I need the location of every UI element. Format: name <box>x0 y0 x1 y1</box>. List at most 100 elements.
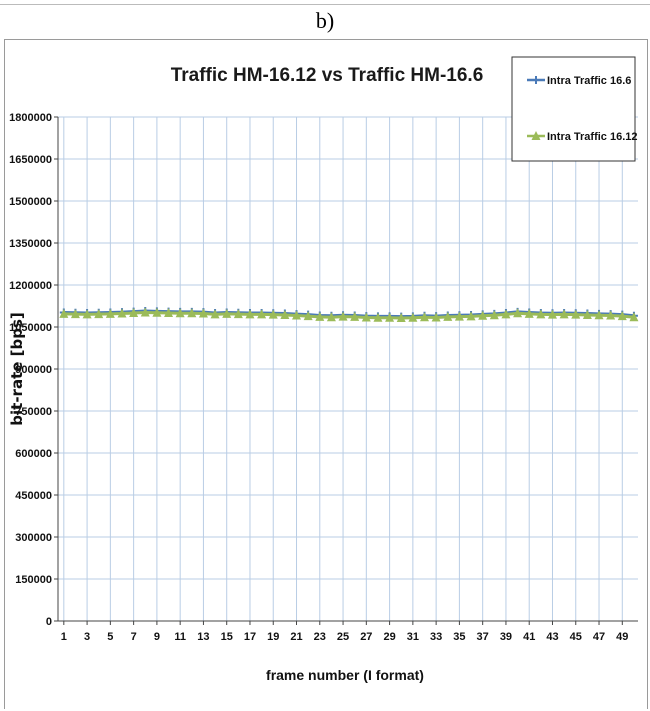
x-tick-label: 7 <box>131 631 137 643</box>
x-tick-label: 41 <box>523 631 535 643</box>
data-point <box>117 308 127 318</box>
data-point <box>547 309 557 319</box>
x-tick-label: 35 <box>453 631 465 643</box>
x-tick-label: 15 <box>221 631 233 643</box>
x-axis-label: frame number (I format) <box>266 667 424 683</box>
y-axis-ticks: 0 150000 300000 450000 600000 750000 900000 105… <box>9 112 58 628</box>
x-tick-label: 45 <box>570 631 582 643</box>
data-point <box>408 312 418 322</box>
data-point <box>94 309 104 319</box>
y-tick-label: 1500000 <box>9 196 52 208</box>
data-point <box>419 312 429 322</box>
data-point <box>198 308 208 318</box>
y-axis-label: bit-rate [bps] <box>8 312 26 425</box>
figure-frame <box>4 39 648 709</box>
data-point <box>524 308 534 318</box>
x-tick-label: 47 <box>593 631 605 643</box>
y-tick-label: 600000 <box>15 448 52 460</box>
data-point <box>478 310 488 320</box>
data-point <box>373 312 383 322</box>
data-point <box>175 308 185 318</box>
data-point <box>82 309 92 319</box>
data-point <box>606 310 616 320</box>
x-tick-label: 21 <box>290 631 302 643</box>
x-tick-label: 43 <box>546 631 558 643</box>
x-tick-label: 23 <box>314 631 326 643</box>
data-point <box>257 309 267 319</box>
x-tick-label: 3 <box>84 631 90 643</box>
y-tick-label: 1050000 <box>9 322 52 334</box>
x-tick-label: 25 <box>337 631 349 643</box>
data-point <box>629 312 639 322</box>
legend-entry: Intra Traffic 16.6 <box>547 75 631 87</box>
x-tick-label: 31 <box>407 631 419 643</box>
y-tick-label: 150000 <box>15 574 52 586</box>
y-tick-label: 300000 <box>15 532 52 544</box>
y-tick-label: 1350000 <box>9 238 52 250</box>
y-tick-label: 450000 <box>15 490 52 502</box>
data-point <box>466 311 476 321</box>
chart-title: Traffic HM-16.12 vs Traffic HM-16.6 <box>171 65 484 86</box>
data-point <box>152 307 162 317</box>
x-tick-label: 17 <box>244 631 256 643</box>
data-point <box>617 311 627 321</box>
grid <box>58 116 638 622</box>
data-point <box>280 309 290 319</box>
data-point <box>338 311 348 321</box>
data-point <box>396 313 406 323</box>
x-tick-label: 29 <box>383 631 395 643</box>
x-tick-label: 37 <box>477 631 489 643</box>
data-point <box>594 310 604 320</box>
legend-entry: Intra Traffic 16.12 <box>547 131 638 143</box>
x-tick-label: 39 <box>500 631 512 643</box>
y-tick-label: 750000 <box>15 406 52 418</box>
y-tick-label: 900000 <box>15 364 52 376</box>
x-tick-label: 19 <box>267 631 279 643</box>
data-point <box>350 311 360 321</box>
data-point <box>292 310 302 320</box>
data-point <box>105 308 115 318</box>
y-tick-label: 0 <box>46 616 52 628</box>
panel-label: b) <box>315 8 335 33</box>
data-point <box>536 309 546 319</box>
data-point <box>245 309 255 319</box>
data-point <box>559 309 569 319</box>
legend-box <box>511 56 636 162</box>
data-point <box>164 308 174 317</box>
data-point <box>571 309 581 319</box>
x-tick-label: 1 <box>61 631 67 643</box>
data-point <box>385 312 395 322</box>
x-tick-label: 49 <box>616 631 628 643</box>
data-point <box>140 307 150 317</box>
legend-marker <box>531 131 541 140</box>
data-point <box>303 311 313 321</box>
data-point <box>59 308 69 318</box>
data-point <box>326 312 336 322</box>
data-point <box>501 309 511 319</box>
data-point <box>431 312 441 322</box>
y-tick-label: 1650000 <box>9 154 52 166</box>
data-point <box>187 308 197 318</box>
data-point <box>489 310 499 320</box>
x-tick-label: 27 <box>360 631 372 643</box>
data-point <box>513 308 523 318</box>
y-tick-label: 1200000 <box>9 280 52 292</box>
series-layer <box>59 307 639 323</box>
y-tick-label: 1800000 <box>9 112 52 124</box>
data-point <box>582 309 592 319</box>
x-tick-label: 5 <box>107 631 113 643</box>
data-point <box>268 309 278 319</box>
top-rule <box>0 4 650 5</box>
data-point <box>70 309 80 319</box>
data-point <box>443 311 453 321</box>
data-point <box>454 311 464 321</box>
legend: Intra Traffic 16.6 Intra Traffic 16.12 <box>511 56 638 162</box>
legend-marker <box>532 76 540 84</box>
x-tick-label: 9 <box>154 631 160 643</box>
data-point <box>129 308 139 317</box>
data-point <box>233 309 243 319</box>
data-point <box>315 311 325 321</box>
x-tick-label: 13 <box>197 631 209 643</box>
data-point <box>222 308 232 318</box>
